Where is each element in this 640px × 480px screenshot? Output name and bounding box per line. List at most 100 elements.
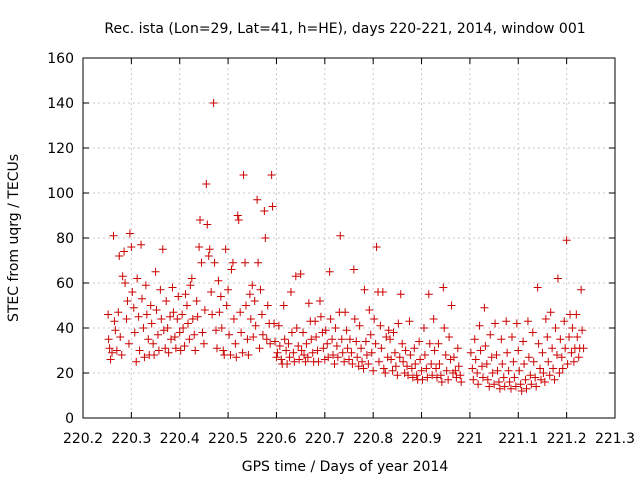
data-point xyxy=(124,339,133,348)
data-point xyxy=(569,357,578,366)
data-point xyxy=(311,317,320,326)
data-point xyxy=(353,353,362,362)
data-point xyxy=(258,330,267,339)
data-point xyxy=(292,324,301,332)
axis-ticks xyxy=(82,57,616,419)
data-point xyxy=(527,380,536,389)
data-point xyxy=(231,339,240,348)
x-tick-label: 220.2 xyxy=(63,431,103,447)
data-point xyxy=(319,344,328,353)
data-point xyxy=(579,344,588,353)
data-point xyxy=(456,371,465,380)
data-point xyxy=(358,357,367,366)
data-point xyxy=(120,247,129,256)
data-point xyxy=(121,279,130,287)
data-point xyxy=(123,297,132,305)
data-point xyxy=(534,339,543,348)
data-point xyxy=(405,317,414,326)
data-point xyxy=(436,371,445,380)
data-point xyxy=(135,346,144,355)
data-point xyxy=(377,344,386,353)
data-point xyxy=(156,285,165,294)
data-point xyxy=(251,321,260,330)
data-point xyxy=(286,288,295,296)
data-point xyxy=(520,360,529,368)
data-point xyxy=(370,315,379,323)
data-point xyxy=(470,335,479,344)
data-point xyxy=(144,335,153,344)
data-point xyxy=(387,355,396,364)
data-point xyxy=(234,216,243,224)
data-point xyxy=(249,333,258,341)
data-point xyxy=(245,290,254,299)
data-point xyxy=(428,371,437,380)
data-point xyxy=(162,297,171,305)
data-point xyxy=(398,339,407,348)
data-point xyxy=(244,351,253,359)
x-tick-label: 220.4 xyxy=(160,431,200,447)
data-point xyxy=(280,335,289,344)
data-point xyxy=(175,328,184,337)
y-tick-label: 60 xyxy=(56,276,74,292)
data-point xyxy=(263,301,272,310)
data-point xyxy=(345,355,353,364)
data-point xyxy=(202,180,211,188)
data-point xyxy=(480,303,489,312)
data-point xyxy=(330,360,339,368)
data-point xyxy=(354,362,363,371)
data-point xyxy=(541,315,550,323)
data-point xyxy=(216,292,225,301)
data-point xyxy=(239,171,248,179)
data-point xyxy=(510,373,519,382)
data-point xyxy=(167,335,176,344)
data-point xyxy=(454,362,463,371)
data-point xyxy=(447,301,456,310)
data-point xyxy=(283,360,292,368)
x-tick-label: 220.5 xyxy=(208,431,248,447)
data-point xyxy=(552,351,561,359)
data-point xyxy=(412,371,421,380)
data-point xyxy=(104,310,113,319)
data-point xyxy=(550,375,559,384)
y-tick-label: 20 xyxy=(56,366,74,382)
data-point xyxy=(238,348,247,357)
data-point xyxy=(227,265,236,274)
data-point xyxy=(433,373,442,382)
data-point xyxy=(549,364,558,373)
data-point xyxy=(526,371,535,380)
data-point xyxy=(190,330,199,339)
data-point xyxy=(415,337,424,346)
data-point xyxy=(291,272,300,281)
data-point xyxy=(379,364,388,373)
data-point xyxy=(142,310,151,319)
data-point xyxy=(323,339,332,348)
data-point xyxy=(556,335,565,344)
data-point xyxy=(326,315,335,323)
data-point xyxy=(372,243,381,251)
data-point xyxy=(352,337,361,346)
data-point xyxy=(437,378,446,386)
data-point xyxy=(499,373,508,382)
data-point xyxy=(324,353,333,362)
data-point xyxy=(257,310,266,319)
data-point xyxy=(170,333,179,341)
data-point xyxy=(185,335,194,344)
data-point xyxy=(295,355,304,364)
data-point xyxy=(274,321,283,330)
y-tick-label: 100 xyxy=(47,186,74,202)
data-point xyxy=(303,353,312,362)
data-point xyxy=(232,353,241,362)
data-point xyxy=(348,360,357,368)
data-point xyxy=(181,290,190,299)
data-point xyxy=(134,312,143,321)
x-tick-label: 221.3 xyxy=(595,431,635,447)
data-point xyxy=(365,306,374,314)
data-point xyxy=(203,220,212,229)
data-point xyxy=(435,360,444,368)
data-point xyxy=(408,373,417,382)
data-point xyxy=(553,274,562,283)
data-point xyxy=(440,324,449,332)
data-point xyxy=(476,346,485,355)
data-point xyxy=(374,357,383,366)
data-point xyxy=(516,380,525,389)
